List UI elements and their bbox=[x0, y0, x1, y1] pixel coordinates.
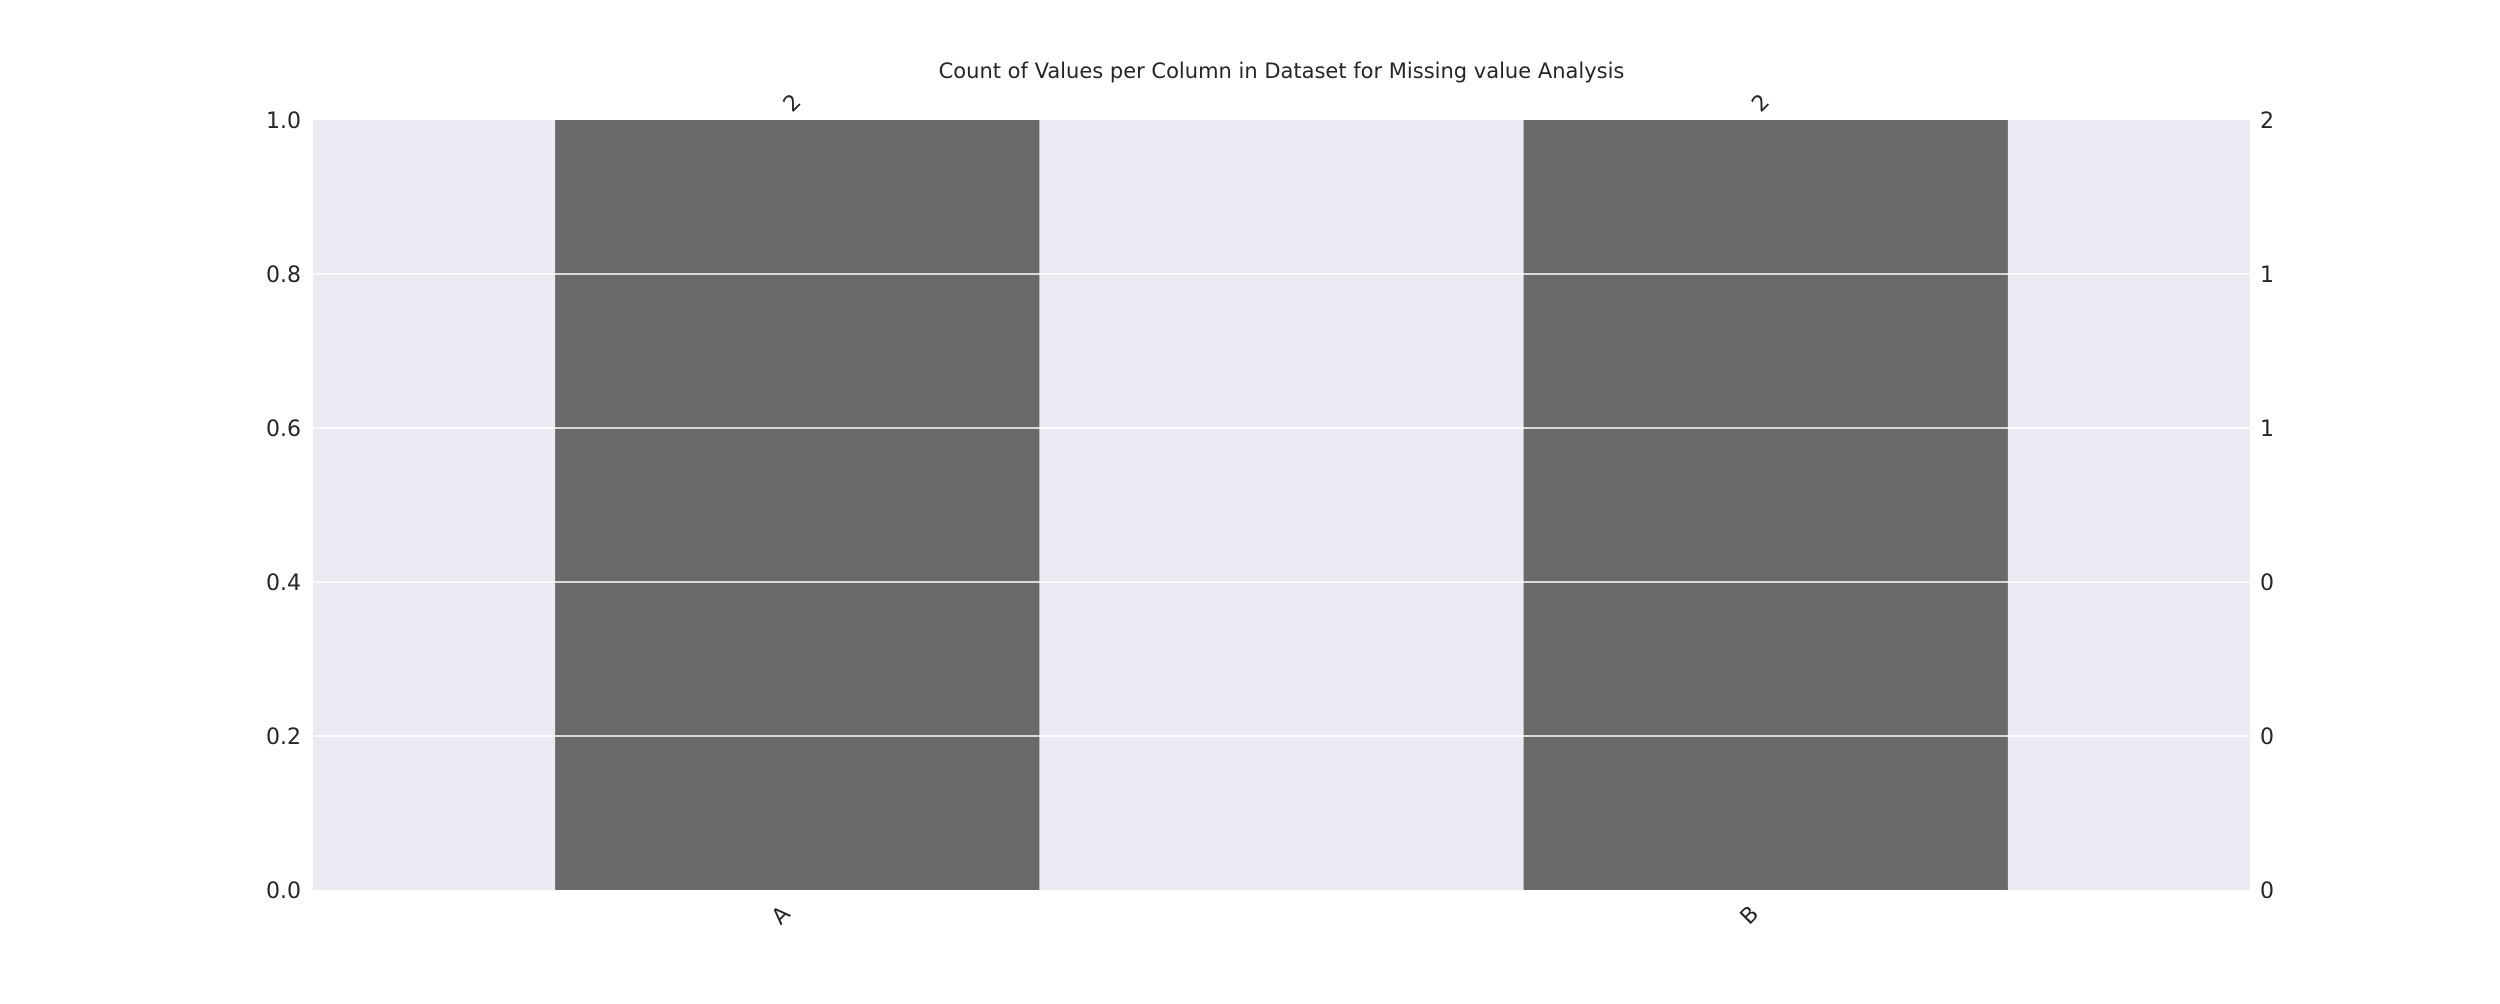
x-tick-label: A bbox=[767, 902, 795, 930]
y-tick-label-right: 1 bbox=[2260, 417, 2274, 442]
grid-layer bbox=[313, 273, 2250, 737]
y-tick-label-right: 1 bbox=[2260, 263, 2274, 288]
bar-a bbox=[555, 120, 1040, 890]
bar-b bbox=[1523, 120, 2008, 890]
bars-layer bbox=[555, 120, 2008, 890]
y-tick-label-left: 0.0 bbox=[266, 879, 301, 904]
bar-count-label: 2 bbox=[779, 90, 807, 118]
y-tick-label-left: 0.2 bbox=[266, 725, 301, 750]
bar-count-label: 2 bbox=[1747, 90, 1775, 118]
y-tick-label-right: 0 bbox=[2260, 879, 2274, 904]
y-tick-label-right: 0 bbox=[2260, 571, 2274, 596]
chart-title: Count of Values per Column in Dataset fo… bbox=[939, 59, 1625, 83]
y-tick-label-left: 0.6 bbox=[266, 417, 301, 442]
y-tick-label-left: 0.4 bbox=[266, 571, 301, 596]
y-tick-label-left: 0.8 bbox=[266, 263, 301, 288]
y-tick-label-right: 2 bbox=[2260, 109, 2274, 134]
y-tick-label-left: 1.0 bbox=[266, 109, 301, 134]
x-tick-label: B bbox=[1736, 902, 1764, 930]
y-tick-label-right: 0 bbox=[2260, 725, 2274, 750]
